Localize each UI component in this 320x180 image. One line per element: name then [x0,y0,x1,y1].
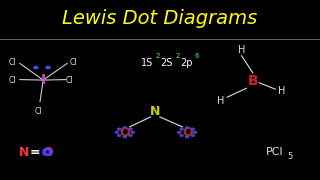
Text: PCl: PCl [266,147,283,157]
Text: Cl: Cl [35,107,42,116]
Text: O: O [42,146,53,159]
Text: Cl: Cl [66,76,74,85]
Circle shape [43,151,45,153]
Text: 2p: 2p [180,58,192,68]
Text: Cl: Cl [8,76,16,85]
Circle shape [117,128,121,130]
Text: O: O [182,126,193,139]
Circle shape [117,135,121,136]
Text: O: O [119,126,130,139]
Circle shape [49,153,52,155]
Circle shape [180,135,183,136]
Circle shape [46,66,50,69]
Text: B: B [247,74,258,88]
Text: 2S: 2S [161,58,173,68]
Text: N: N [19,146,29,159]
Circle shape [178,131,181,133]
Circle shape [131,131,134,133]
Text: 6: 6 [195,53,199,59]
Circle shape [129,128,132,130]
Text: H: H [278,86,285,96]
Text: 2: 2 [175,53,180,59]
Circle shape [46,149,49,150]
Circle shape [123,127,126,129]
Circle shape [43,153,46,155]
Text: N: N [150,105,160,118]
Circle shape [46,154,49,156]
Text: Lewis Dot Diagrams: Lewis Dot Diagrams [62,9,258,28]
Circle shape [49,149,52,151]
Circle shape [186,136,189,138]
Circle shape [115,131,118,133]
Circle shape [43,149,46,151]
Text: H: H [238,45,245,55]
Circle shape [191,135,195,136]
Text: =: = [29,146,40,159]
Circle shape [34,66,38,69]
Circle shape [129,135,132,136]
Circle shape [49,151,52,153]
Circle shape [180,128,183,130]
Circle shape [123,136,126,138]
Circle shape [186,127,189,129]
Circle shape [191,128,195,130]
Text: 1S: 1S [141,58,153,68]
Text: Cl: Cl [70,58,77,67]
Circle shape [194,131,197,133]
Text: H: H [217,96,225,106]
Text: 2: 2 [156,53,160,59]
Text: I: I [41,73,46,87]
Text: Cl: Cl [8,58,16,67]
Text: 5: 5 [287,152,292,161]
